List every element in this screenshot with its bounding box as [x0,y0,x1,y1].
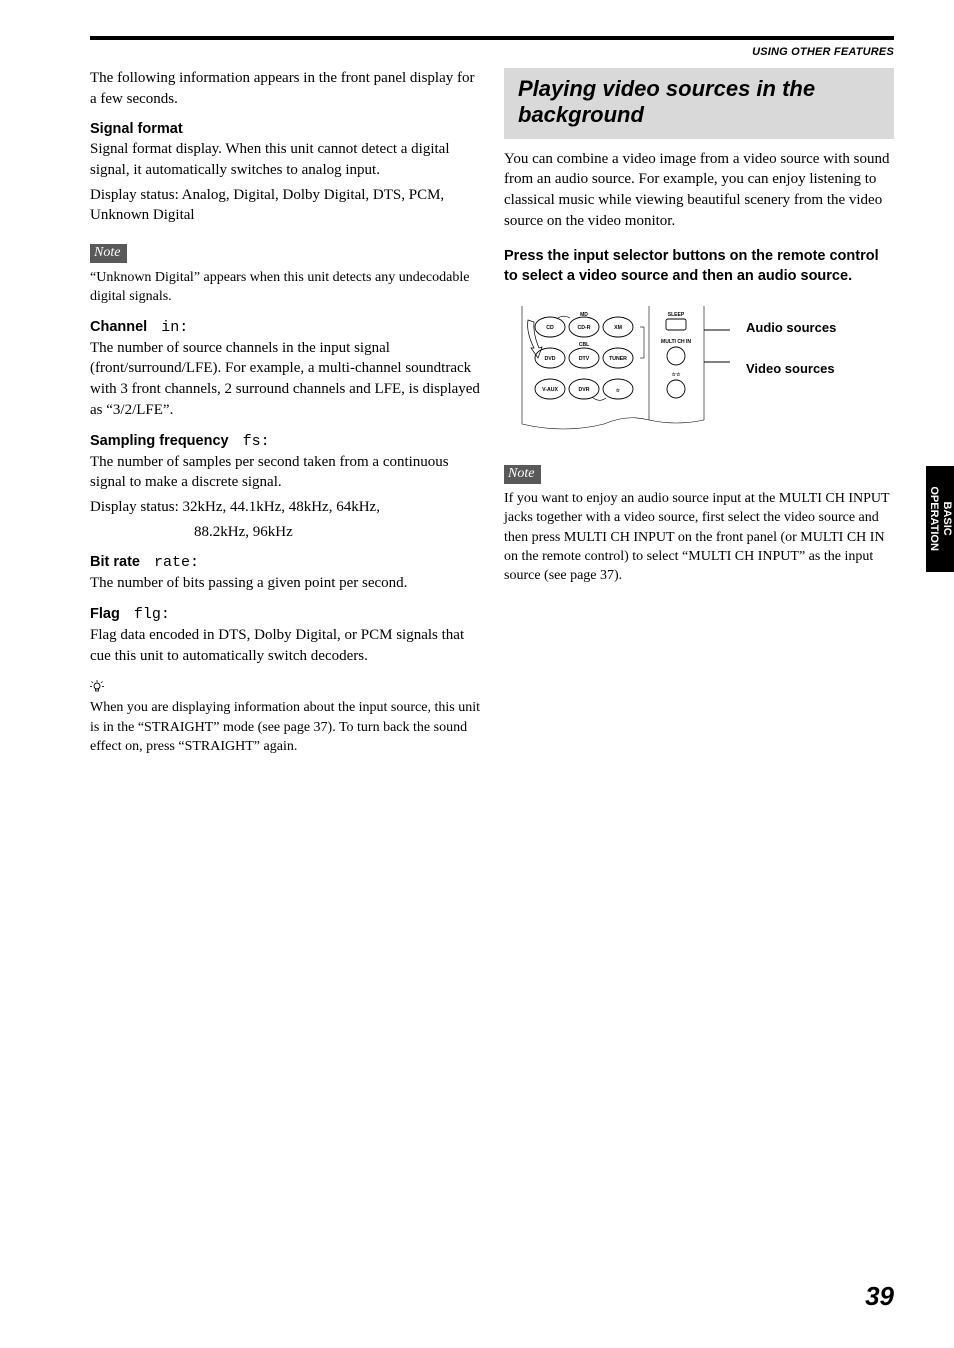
right-column: Playing video sources in the background … [504,68,894,756]
heading-channel: Channel in: [90,319,480,336]
btn-cdr: CD-R [578,325,591,331]
tip-icon [90,680,480,696]
heading-bitrate-word: Bit rate [90,554,140,570]
flag-text: Flag data encoded in DTS, Dolby Digital,… [90,625,480,666]
instruction-text: Press the input selector buttons on the … [504,246,894,287]
page-number: 39 [865,1281,894,1312]
note-right-text: If you want to enjoy an audio source inp… [504,489,894,586]
sampling-p1: The number of samples per second taken f… [90,452,480,493]
right-intro: You can combine a video image from a vid… [504,149,894,232]
left-column: The following information appears in the… [90,68,480,756]
btn-dvr: DVR [579,387,590,393]
note-label-right: Note [504,465,541,484]
intro-text: The following information appears in the… [90,68,480,109]
btn-tuner: TUNER [609,356,627,362]
remote-svg: MD CD CD-R XM CBL DVD DTV [504,306,734,436]
heading-signal-format: Signal format [90,121,480,137]
label-sleep: SLEEP [668,312,685,318]
heading-channel-code: in: [151,319,188,336]
label-cbl: CBL [579,342,589,348]
btn-cd: CD [546,325,554,331]
label-audio-sources: Audio sources [746,320,894,335]
btn-vaux: V-AUX [542,387,558,393]
section-title: Playing video sources in the background [504,68,894,139]
label-multichin: MULTI CH IN [661,339,691,345]
channel-text: The number of source channels in the inp… [90,338,480,421]
sampling-p2b: 88.2kHz, 96kHz [90,522,480,543]
heading-bitrate-code: rate: [144,554,199,571]
heading-flag: Flag flg: [90,606,480,623]
remote-figure: MD CD CD-R XM CBL DVD DTV [504,306,894,441]
note-label: Note [90,244,127,263]
heading-bitrate: Bit rate rate: [90,554,480,571]
sampling-p2: Display status: 32kHz, 44.1kHz, 48kHz, 6… [90,497,480,518]
note1-text: “Unknown Digital” appears when this unit… [90,268,480,307]
btn-dvd: DVD [545,356,556,362]
btn-dtv: DTV [579,356,590,362]
btn-xm: XM [614,325,622,331]
heading-flag-word: Flag [90,606,120,622]
heading-channel-word: Channel [90,319,147,335]
label-stars: ☆☆ [672,372,681,378]
side-tab: BASIC OPERATION [926,466,954,572]
label-video-sources: Video sources [746,361,894,376]
signal-format-p1: Signal format display. When this unit ca… [90,139,480,180]
heading-flag-code: flg: [124,606,170,623]
heading-sampling-word: Sampling frequency [90,433,229,449]
btn-star: ☆ [616,388,621,394]
page-body: The following information appears in the… [0,0,954,756]
tip-text: When you are displaying information abou… [90,698,480,756]
bitrate-text: The number of bits passing a given point… [90,573,480,594]
heading-sampling: Sampling frequency fs: [90,433,480,450]
signal-format-p2: Display status: Analog, Digital, Dolby D… [90,185,480,226]
heading-sampling-code: fs: [233,433,270,450]
header-section-label: USING OTHER FEATURES [752,46,894,58]
side-tab-l2: OPERATION [928,487,940,552]
header-rule [90,36,894,40]
side-tab-l1: BASIC [941,502,953,536]
